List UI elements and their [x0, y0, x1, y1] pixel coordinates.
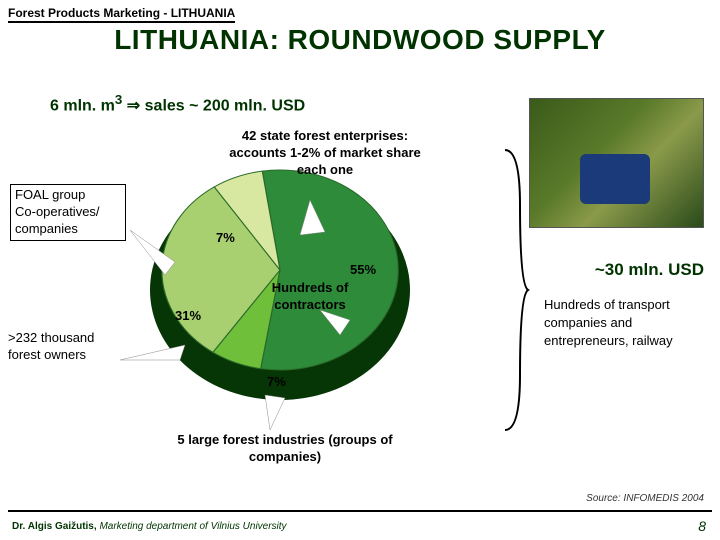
- subtitle-right: sales ~ 200 mln. USD: [145, 97, 306, 114]
- annot-state-forest-text: 42 state forest enterprises: accounts 1-…: [229, 128, 420, 177]
- forestry-photo: [529, 98, 704, 228]
- annot-large-industries: 5 large forest industries (groups of com…: [170, 432, 400, 466]
- footer-author: Dr. Algis Gaižutis, Marketing department…: [12, 521, 287, 532]
- footer-author-name: Dr. Algis Gaižutis,: [12, 521, 97, 532]
- footer-divider: [8, 510, 712, 512]
- subtitle: 6 mln. m3 ⇒ sales ~ 200 mln. USD: [50, 92, 305, 115]
- pie-slice-label: 7%: [216, 230, 235, 245]
- annot-state-forest: 42 state forest enterprises: accounts 1-…: [215, 128, 435, 179]
- bracket-icon: [500, 145, 530, 435]
- page-number: 8: [698, 518, 706, 534]
- pie-slice-label: 55%: [350, 262, 376, 277]
- annot-forest-owners: >232 thousandforest owners: [8, 330, 138, 364]
- source-text: Source: INFOMEDIS 2004: [586, 493, 704, 504]
- footer-dept: Marketing department of Vilnius Universi…: [99, 521, 286, 532]
- subtitle-sup: 3: [115, 92, 122, 107]
- subtitle-left: 6 mln. m: [50, 97, 115, 114]
- side-title: ~30 mln. USD: [595, 260, 704, 280]
- pie-slice-label: 7%: [267, 374, 286, 389]
- annot-contractors: Hundreds of contractors: [250, 280, 370, 314]
- page-title: LITHUANIA: ROUNDWOOD SUPPLY: [0, 24, 720, 56]
- side-text: Hundreds of transport companies and entr…: [544, 296, 704, 351]
- arrow-icon: ⇒: [127, 97, 145, 114]
- pie-slice-label: 31%: [175, 308, 201, 323]
- header-strip: Forest Products Marketing - LITHUANIA: [8, 6, 235, 23]
- annot-foal-group: FOAL groupCo-operatives/companies: [10, 184, 126, 241]
